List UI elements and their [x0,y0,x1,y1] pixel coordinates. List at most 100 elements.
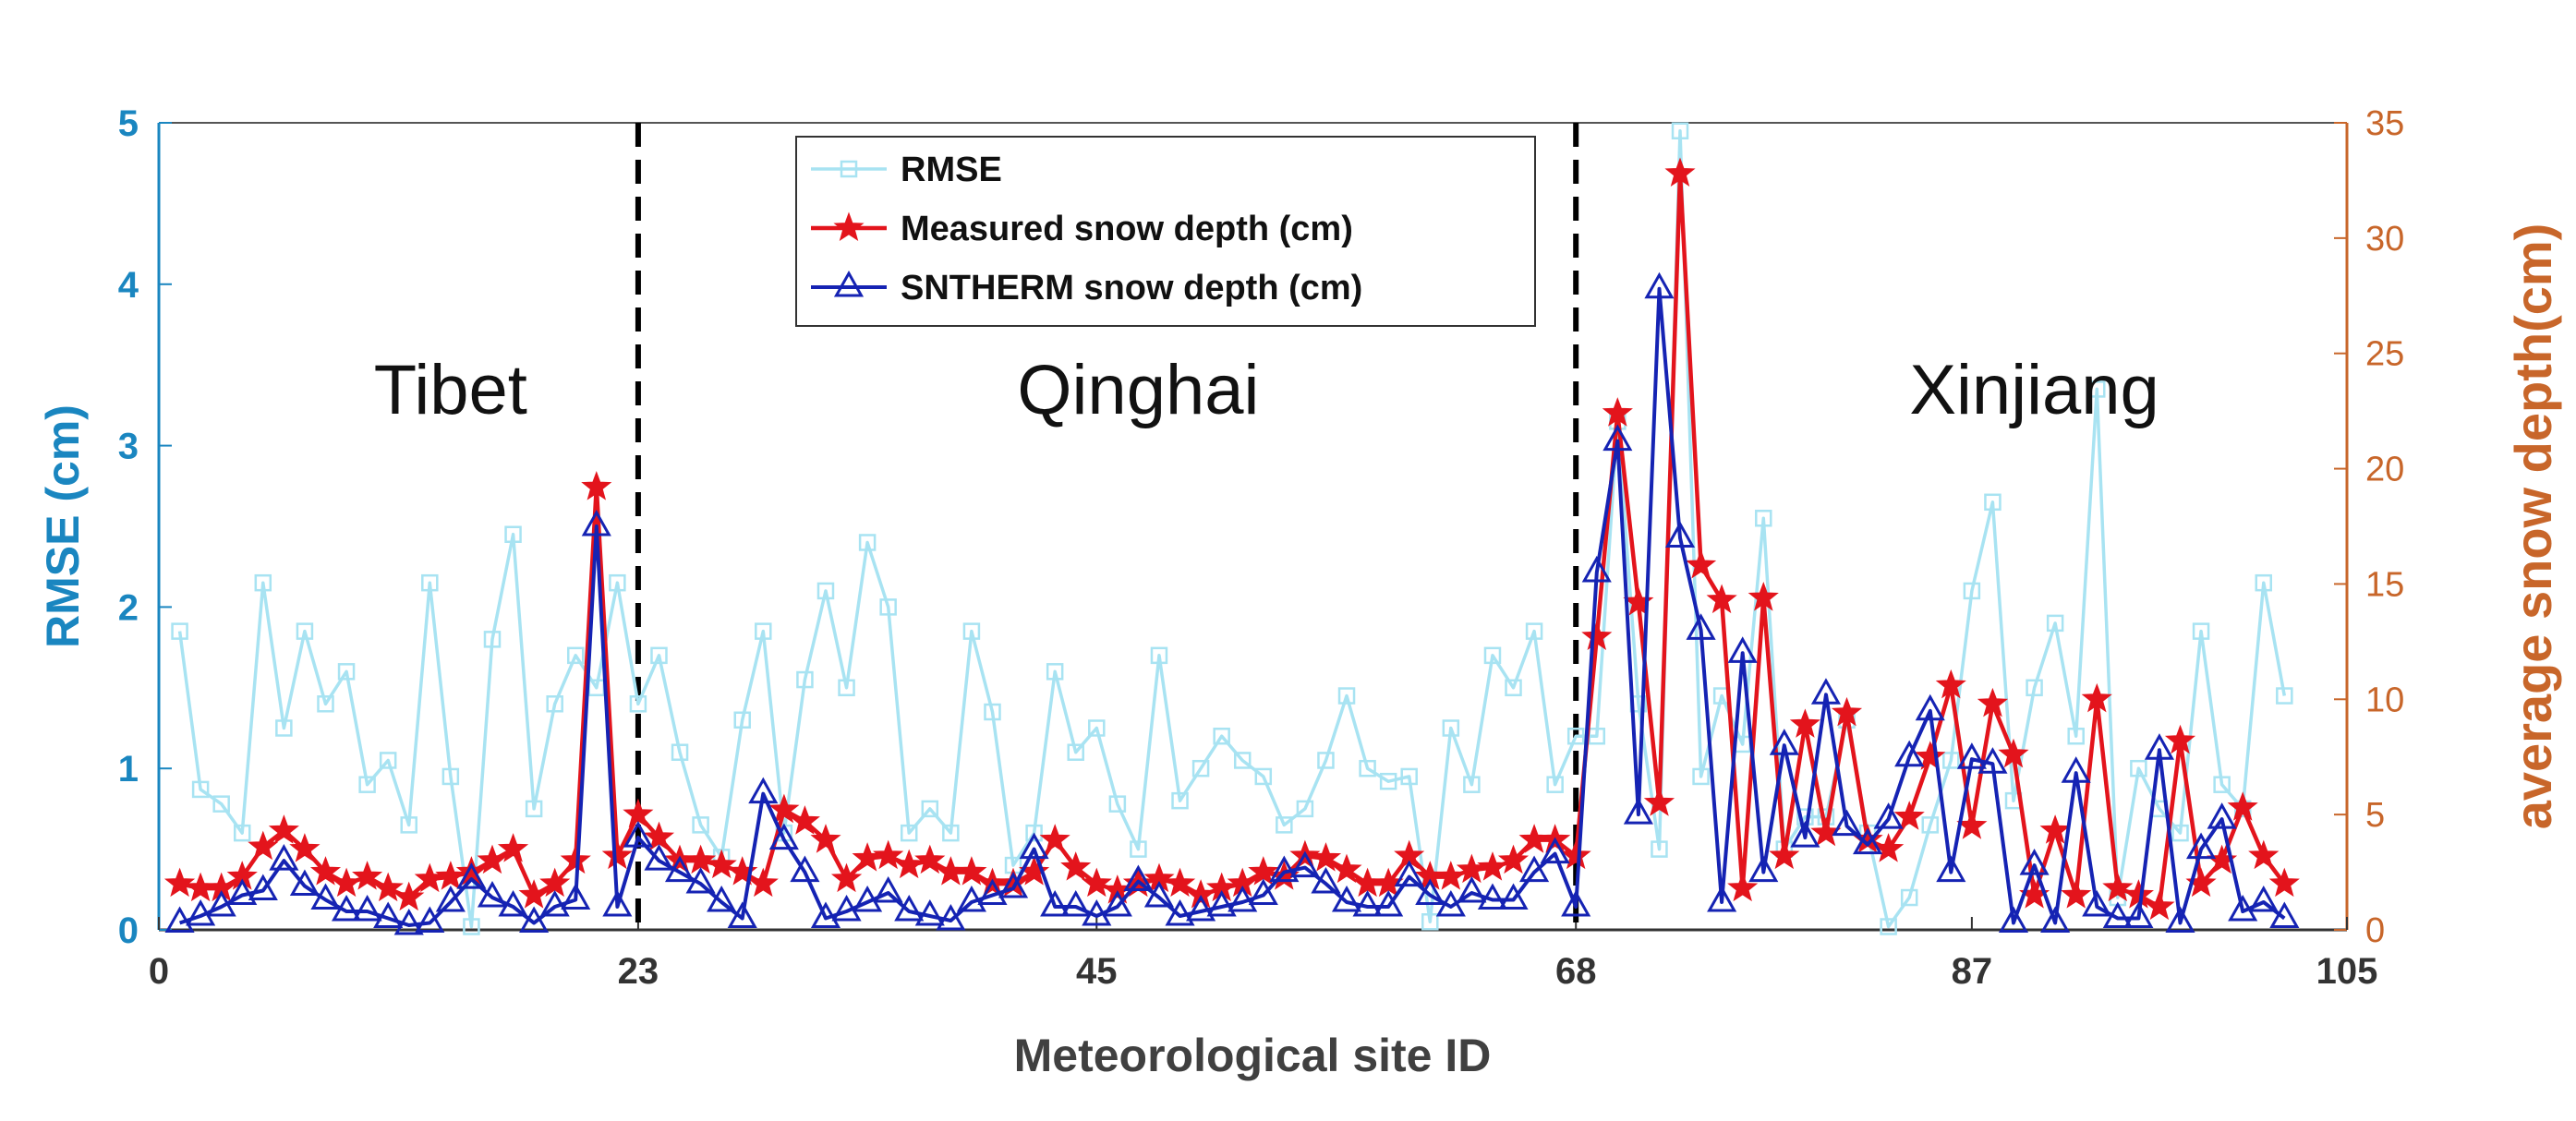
measured-point [2164,724,2196,754]
measured-point [497,833,529,862]
measured-point [935,856,966,886]
rmse-point [1900,888,1918,907]
sntherm-point [415,906,445,934]
x-axis-label: Meteorological site ID [1014,1030,1492,1081]
region-dividers [635,123,1579,930]
rmse-point [1150,646,1168,665]
sntherm-point [2269,901,2300,929]
rmse-point [755,622,772,640]
left-y-axis-label: RMSE (cm) [37,404,89,648]
measured-point [1581,621,1613,650]
measured-point [1248,856,1279,886]
measured-point [2081,682,2112,713]
rmse-point [2255,573,2273,592]
sntherm-point [227,878,258,906]
rmse-point [733,711,751,729]
rmse-point [1525,622,1543,640]
measured-point [2227,791,2258,821]
rmse-point [1505,679,1522,697]
rmse-point [840,160,858,178]
measured-point [185,872,216,902]
rmse-point [254,573,272,592]
measured-point [2102,872,2134,902]
right-y-axis-label: average snow depth(cm) [2504,223,2562,830]
sntherm-point [2228,894,2258,922]
measured-point [206,872,237,902]
measured-point [163,867,196,898]
legend-items: RMSE Measured snow depth (cm) SNTHERM snow… [811,151,1362,307]
measured-point [289,833,320,862]
sntherm-point [1415,878,1445,906]
rmse-point [962,622,981,640]
sntherm-point [310,883,341,910]
rmse-point [1692,767,1710,786]
sntherm-point [1998,906,2029,934]
measured-point [833,211,865,242]
sntherm-point [1540,837,1570,864]
rmse-point [1963,582,1981,600]
right-y-tick-label: 35 [2365,104,2404,143]
measured-point [1164,867,1196,898]
sntherm-point [164,906,195,934]
sntherm-point [936,903,966,931]
rmse-point [463,918,480,935]
legend-label: RMSE [901,151,1002,189]
rmse-point [212,795,230,813]
rmse-point [2026,679,2043,697]
rmse-point [1025,824,1043,842]
rmse-point [421,573,439,592]
sntherm-point [1873,802,1904,829]
sntherm-point [1143,880,1175,908]
left-y-tick-label: 0 [118,910,139,951]
sntherm-point [1206,889,1237,917]
sntherm-point [1853,827,1883,855]
measured-point [830,862,863,893]
sntherm-point [1561,889,1591,917]
rmse-point [1213,727,1230,745]
rmse-point [942,824,960,842]
rmse-point [1046,663,1064,681]
measured-point [727,856,758,886]
measured-point [518,879,550,909]
sntherm-point [1977,747,2008,774]
measured-point [685,844,717,874]
rmse-point [379,752,397,769]
rmse-point [1088,719,1106,737]
sntherm-point [331,894,362,922]
rmse-point [1671,122,1689,139]
sntherm-point [873,875,903,903]
rmse-point [1296,800,1314,818]
sntherm-point [2207,802,2237,829]
legend: RMSE Measured snow depth (cm) SNTHERM snow… [795,136,1536,327]
rmse-point [2088,380,2106,398]
sntherm-point [833,270,865,297]
rmse-point [441,767,460,786]
measured-point [1185,879,1216,909]
right-y-tick-label: 20 [2365,451,2404,489]
rmse-point [546,695,563,713]
rmse-point [796,670,814,689]
left-y-ticks: 0 1 2 3 4 5 [118,103,172,951]
rmse-point [2067,727,2085,745]
measured-point [1706,584,1737,614]
region-labels: Tibet Qinghai Xinjiang [374,351,2159,429]
measured-point [1664,157,1696,187]
sntherm-point [248,874,278,901]
rmse-point [1921,816,1940,834]
sntherm-point [2082,889,2112,917]
measured-point [768,793,800,824]
rmse-point [2130,759,2147,777]
rmse-point [1984,493,2002,512]
measured-point [1435,861,1467,890]
sntherm-point [1477,883,1508,910]
rmse-point [2213,776,2231,793]
sntherm-point [2040,906,2071,934]
rmse-point [2192,622,2210,640]
legend-label: SNTHERM snow depth (cm) [901,269,1362,307]
region-label-tibet: Tibet [374,351,527,429]
sntherm-point [2248,885,2279,912]
measured-point [1748,581,1779,611]
sntherm-point [956,885,986,912]
measured-point [956,856,987,886]
sntherm-point [831,894,862,922]
